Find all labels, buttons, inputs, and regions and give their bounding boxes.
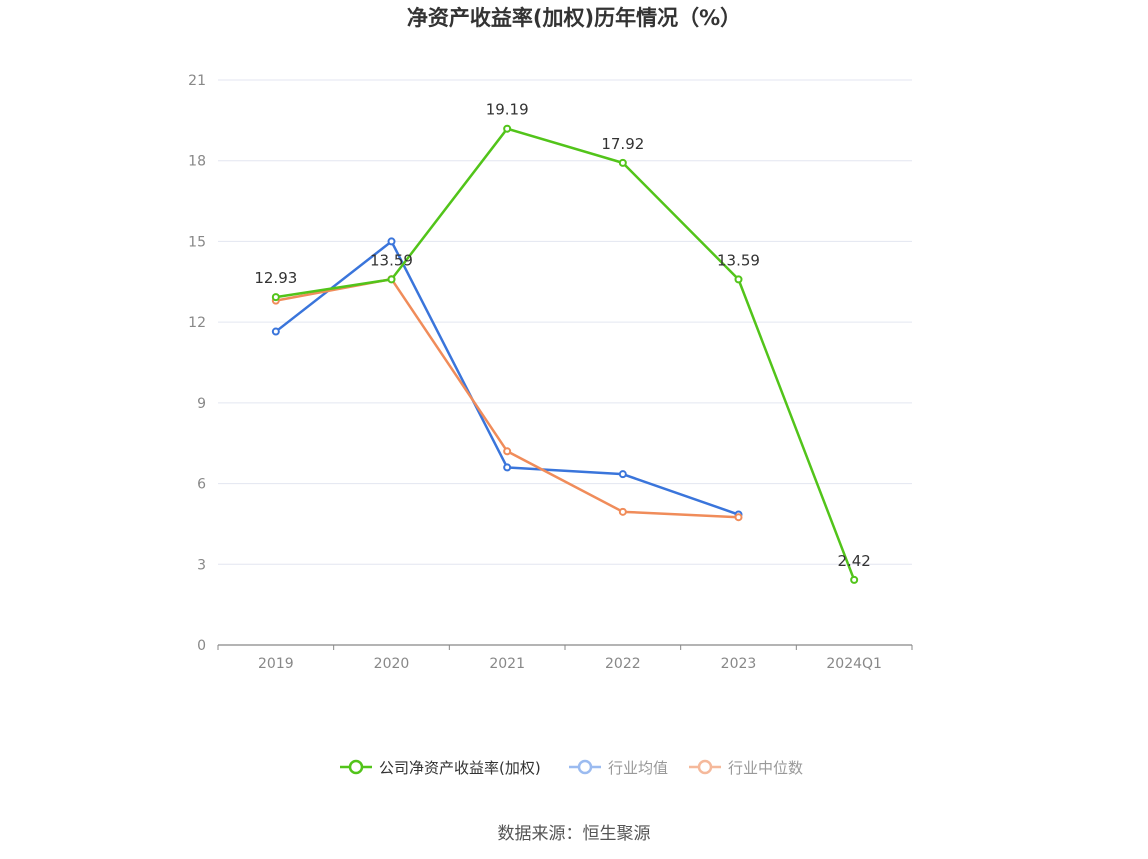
legend-label: 行业均值 [608,759,668,777]
axes: 0 3 6 9 12 15 18 21 2019 2020 2021 2022 2023 2024Q1 [188,73,913,672]
chart-title: 净资产收益率(加权)历年情况（%） [407,6,741,30]
legend-label: 公司净资产收益率(加权) [379,759,541,777]
y-tick-label: 12 [188,315,206,331]
legend-item-0[interactable]: 公司净资产收益率(加权) [340,759,541,777]
y-tick-label: 21 [188,73,206,89]
x-tick-label: 2022 [605,656,641,672]
legend-label: 行业中位数 [728,759,803,777]
grid-lines [218,79,912,565]
legend-item-2[interactable]: 行业中位数 [689,759,803,777]
data-point[interactable] [271,293,280,302]
data-labels: 12.93 13.59 19.19 17.92 13.59 2.42 [254,101,871,570]
legend: 公司净资产收益率(加权) 行业均值 行业中位数 [340,759,803,777]
data-point[interactable] [734,513,743,522]
data-point[interactable] [387,275,396,284]
legend-marker [697,759,713,775]
series-group [271,124,859,584]
x-tick-label: 2023 [721,656,757,672]
y-tick-label: 3 [197,557,206,573]
data-point[interactable] [618,507,627,516]
data-point[interactable] [503,463,512,472]
series-1 [271,237,743,519]
y-tick-label: 0 [197,638,206,654]
data-point[interactable] [271,327,280,336]
y-tick-label: 9 [197,396,206,412]
series-line [275,127,856,581]
data-point[interactable] [850,575,859,584]
y-tick-label: 15 [188,234,206,250]
legend-marker [577,759,593,775]
y-tick-label: 6 [197,477,206,493]
data-label: 12.93 [254,269,297,287]
x-tick-label: 2020 [374,656,410,672]
data-point[interactable] [503,447,512,456]
x-tick-label: 2021 [489,656,525,672]
data-source: 数据来源：恒生聚源 [498,824,651,844]
data-point[interactable] [618,470,627,479]
data-label: 19.19 [486,101,529,119]
data-point[interactable] [503,124,512,133]
series-0 [271,124,859,584]
data-point[interactable] [734,275,743,284]
data-label: 2.42 [837,552,870,570]
data-label: 13.59 [370,251,413,269]
x-tick-label: 2019 [258,656,294,672]
legend-marker [348,759,364,775]
data-point[interactable] [387,237,396,246]
data-point[interactable] [618,158,627,167]
series-line [275,240,739,516]
y-tick-label: 18 [188,154,206,170]
x-tick-label: 2024Q1 [826,656,882,672]
series-line [275,277,739,519]
data-label: 17.92 [601,135,644,153]
legend-item-1[interactable]: 行业均值 [569,759,668,777]
data-label: 13.59 [717,251,760,269]
